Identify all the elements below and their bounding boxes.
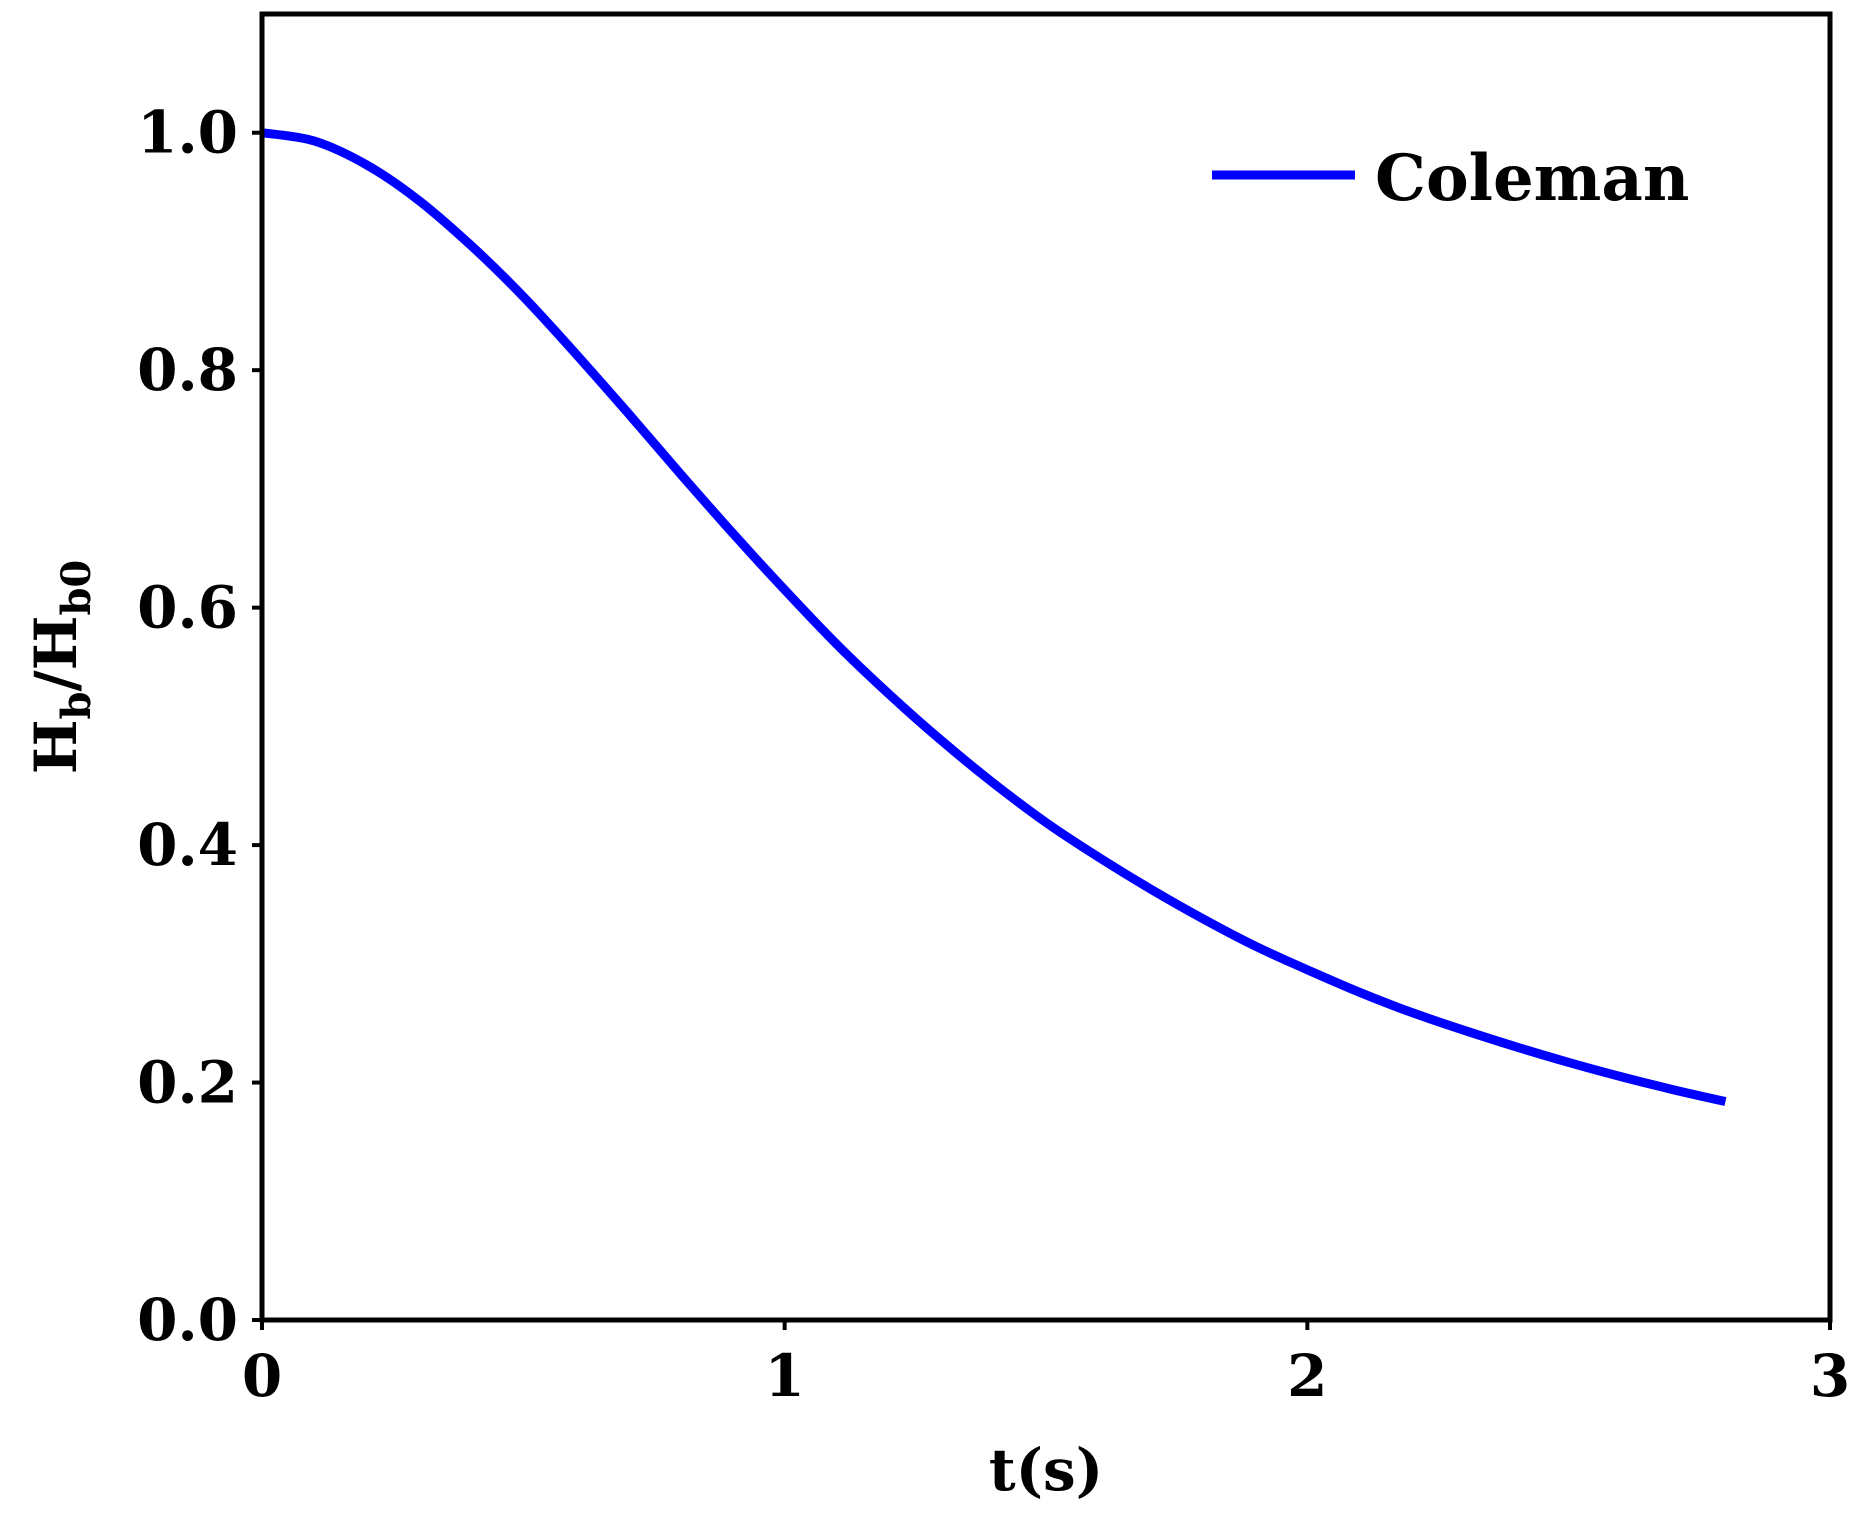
y-axis-title: Hb/Hb0 — [22, 560, 100, 775]
y-axis-title-part: H — [22, 719, 90, 774]
legend-label-coleman: Coleman — [1375, 141, 1689, 216]
y-tick-label: 0.4 — [137, 811, 238, 879]
y-axis-title-part: /H — [22, 616, 90, 692]
y-axis-ticks: 0.0 0.2 0.4 0.6 0.8 1.0 — [137, 99, 262, 1354]
y-axis-title-subscript: b — [53, 692, 100, 720]
x-axis-title: t(s) — [989, 1436, 1103, 1504]
y-tick-label: 0.6 — [137, 574, 238, 642]
plot-frame — [259, 11, 1833, 1323]
legend: Coleman — [1212, 141, 1689, 216]
x-tick-label: 0 — [242, 1342, 282, 1410]
y-axis-title-subscript: b0 — [53, 560, 100, 616]
y-tick-label: 0.0 — [137, 1286, 238, 1354]
y-tick-label: 0.8 — [137, 336, 238, 404]
series-line-coleman — [261, 128, 1727, 1106]
x-tick-label: 2 — [1287, 1342, 1327, 1410]
x-tick-label: 1 — [764, 1342, 804, 1410]
y-tick-label: 0.2 — [137, 1049, 238, 1117]
x-axis-ticks: 0 1 2 3 — [242, 1320, 1850, 1410]
x-tick-label: 3 — [1810, 1342, 1850, 1410]
y-tick-label: 1.0 — [137, 99, 238, 167]
